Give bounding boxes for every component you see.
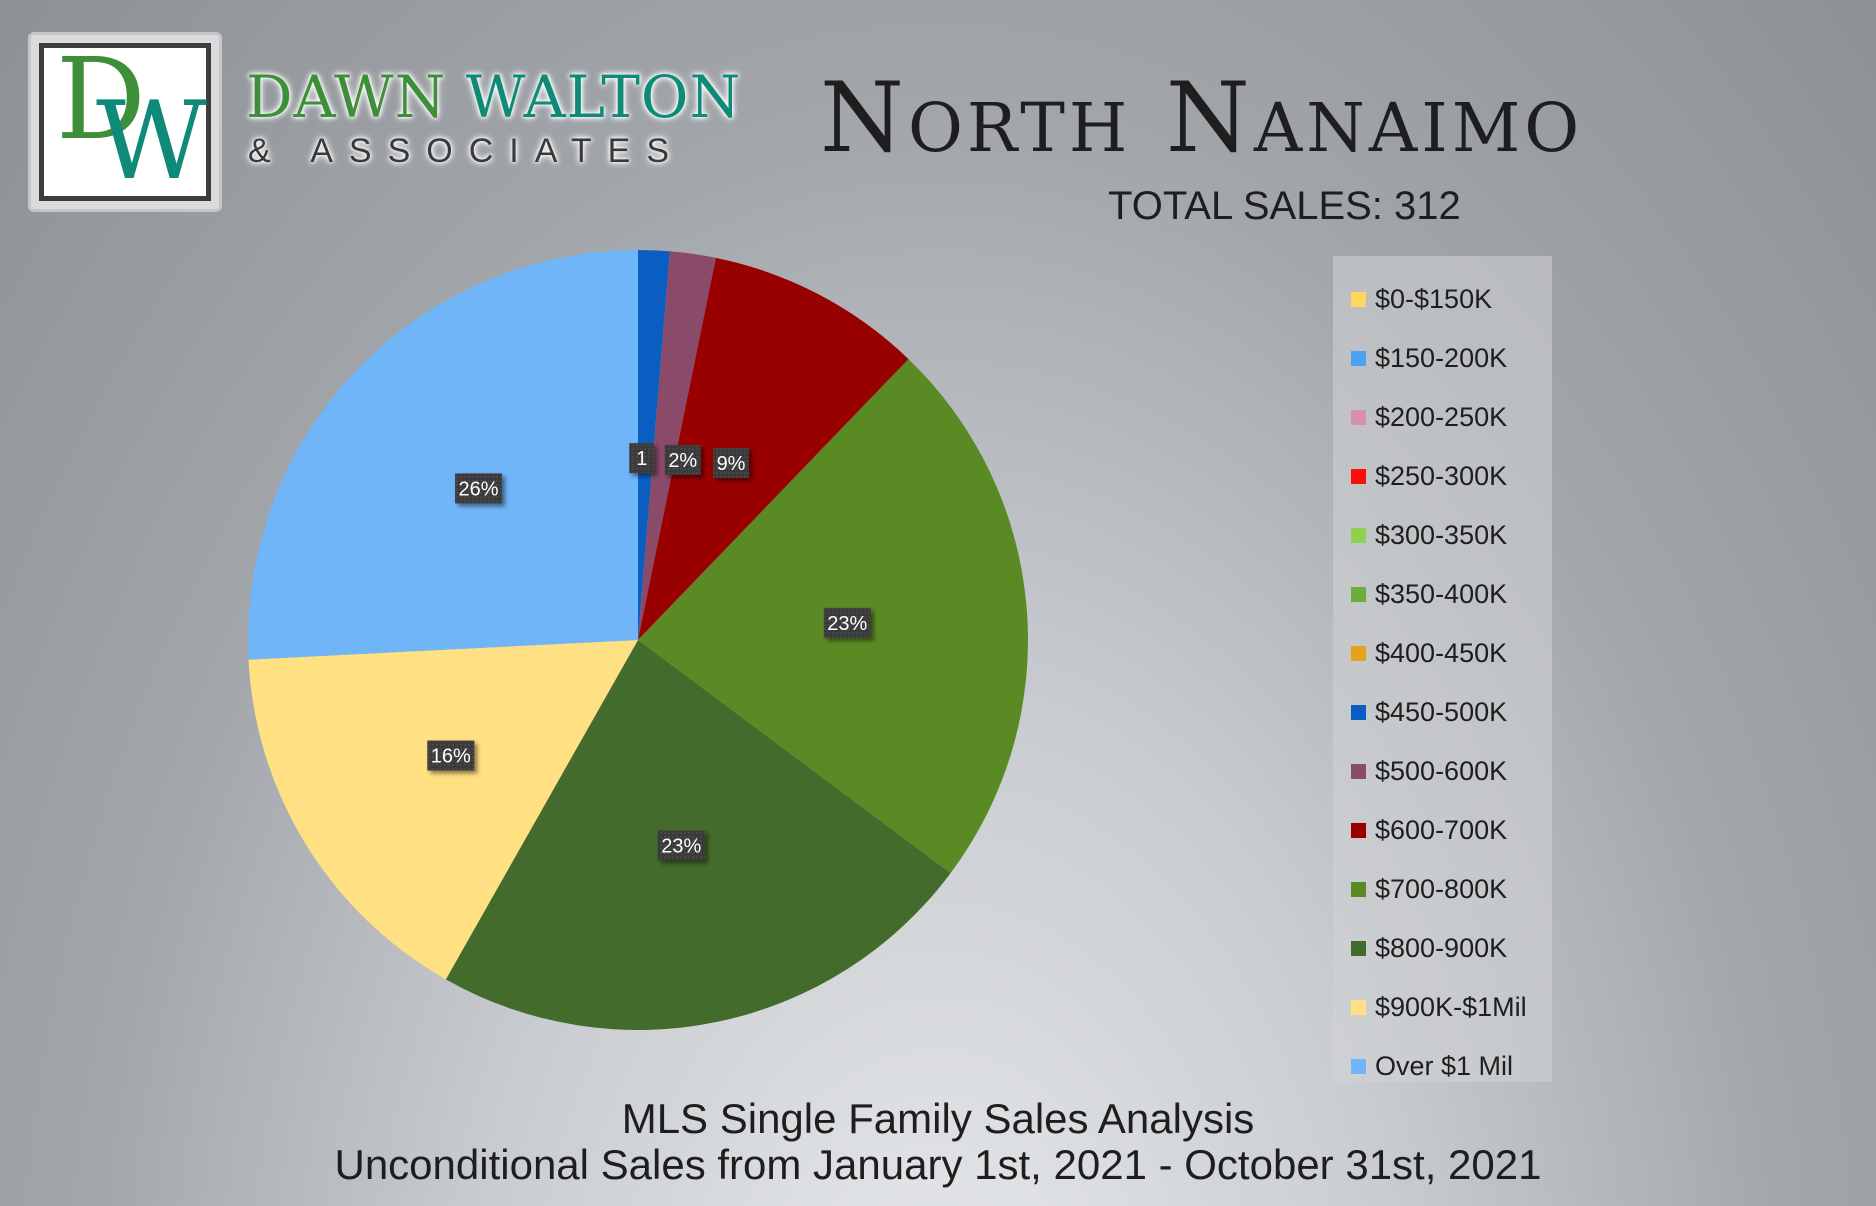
data-label-box	[664, 444, 701, 475]
total-sales: TOTAL SALES: 312	[1108, 184, 1461, 228]
data-label-box	[455, 473, 503, 504]
pie-slice	[248, 640, 638, 980]
legend-swatch	[1351, 292, 1366, 307]
data-label: 2%	[664, 444, 701, 475]
legend-swatch	[1351, 469, 1366, 484]
legend-label: $200-250K	[1375, 402, 1508, 432]
legend-label: Over $1 Mil	[1375, 1051, 1514, 1081]
legend-swatch	[1351, 1000, 1366, 1015]
legend-swatch	[1351, 941, 1366, 956]
data-label: 26%	[455, 473, 503, 504]
data-label-box	[823, 607, 871, 638]
legend-item: Over $1 Mil	[1333, 1037, 1552, 1096]
legend-swatch	[1351, 410, 1366, 425]
legend-label: $600-700K	[1375, 815, 1508, 845]
data-label-text: 16%	[431, 746, 471, 768]
legend-swatch	[1351, 587, 1366, 602]
legend-label: $500-600K	[1375, 756, 1508, 786]
data-label: 16%	[427, 740, 475, 771]
legend-item: $0-$150K	[1333, 270, 1552, 329]
legend-item: $800-900K	[1333, 919, 1552, 978]
data-label-box	[427, 740, 475, 771]
legend-item: $500-600K	[1333, 742, 1552, 801]
legend-swatch	[1351, 351, 1366, 366]
legend-item: $900K-$1Mil	[1333, 978, 1552, 1037]
legend-label: $0-$150K	[1375, 284, 1493, 314]
footer-title: MLS Single Family Sales Analysis	[621, 1095, 1255, 1142]
logo-letter-w: W	[96, 79, 208, 204]
legend-swatch	[1351, 1059, 1366, 1074]
data-label-text: 1	[636, 448, 647, 470]
data-label-text: 9%	[717, 453, 746, 475]
logo-badge: D W	[28, 32, 222, 212]
legend-swatch	[1351, 882, 1366, 897]
legend-item: $200-250K	[1333, 388, 1552, 447]
chart-legend: $0-$150K $150-200K $200-250K $250-300K $300-…	[1333, 256, 1552, 1082]
legend-label: $800-900K	[1375, 933, 1508, 963]
data-label: 9%	[713, 447, 750, 478]
page-title: North Nanaimo	[820, 62, 1584, 174]
legend-swatch	[1351, 823, 1366, 838]
legend-label: $700-800K	[1375, 874, 1508, 904]
legend-swatch	[1351, 528, 1366, 543]
logo-letter-d: D	[56, 35, 146, 165]
data-label-box	[657, 830, 705, 861]
legend-item: $150-200K	[1333, 329, 1552, 388]
data-label: 1	[629, 443, 655, 474]
data-label: 23%	[657, 830, 705, 861]
legend-swatch	[1351, 705, 1366, 720]
legend-label: $250-300K	[1375, 461, 1508, 491]
legend-swatch	[1351, 764, 1366, 779]
legend-label: $400-450K	[1375, 638, 1508, 668]
pie-slice	[248, 250, 638, 660]
legend-item: $450-500K	[1333, 683, 1552, 742]
brand-name-last: WALTON	[465, 63, 742, 131]
brand-tagline: & ASSOCIATES	[248, 132, 686, 170]
pie-slice	[638, 257, 909, 640]
brand-name-first: DAWN	[246, 63, 447, 131]
legend-item: $400-450K	[1333, 624, 1552, 683]
brand-name: DAWN WALTON	[246, 68, 741, 126]
data-label-box	[629, 443, 655, 474]
data-label: 23%	[823, 607, 871, 638]
footer-subtitle: Unconditional Sales from January 1st, 20…	[334, 1141, 1542, 1188]
data-label-text: 26%	[459, 478, 499, 500]
legend-item: $700-800K	[1333, 860, 1552, 919]
data-label-text: 2%	[668, 450, 697, 472]
legend-label: $900K-$1Mil	[1375, 992, 1527, 1022]
legend-label: $150-200K	[1375, 343, 1508, 373]
legend-item: $250-300K	[1333, 447, 1552, 506]
legend-item: $300-350K	[1333, 506, 1552, 565]
legend-label: $450-500K	[1375, 697, 1508, 727]
legend-item: $350-400K	[1333, 565, 1552, 624]
legend-item: $600-700K	[1333, 801, 1552, 860]
data-label-text: 23%	[827, 613, 867, 635]
data-label-text: 23%	[661, 836, 701, 858]
legend-label: $300-350K	[1375, 520, 1508, 550]
data-label-box	[713, 447, 750, 478]
legend-swatch	[1351, 646, 1366, 661]
logo-monogram: D W	[39, 43, 211, 201]
legend-label: $350-400K	[1375, 579, 1508, 609]
